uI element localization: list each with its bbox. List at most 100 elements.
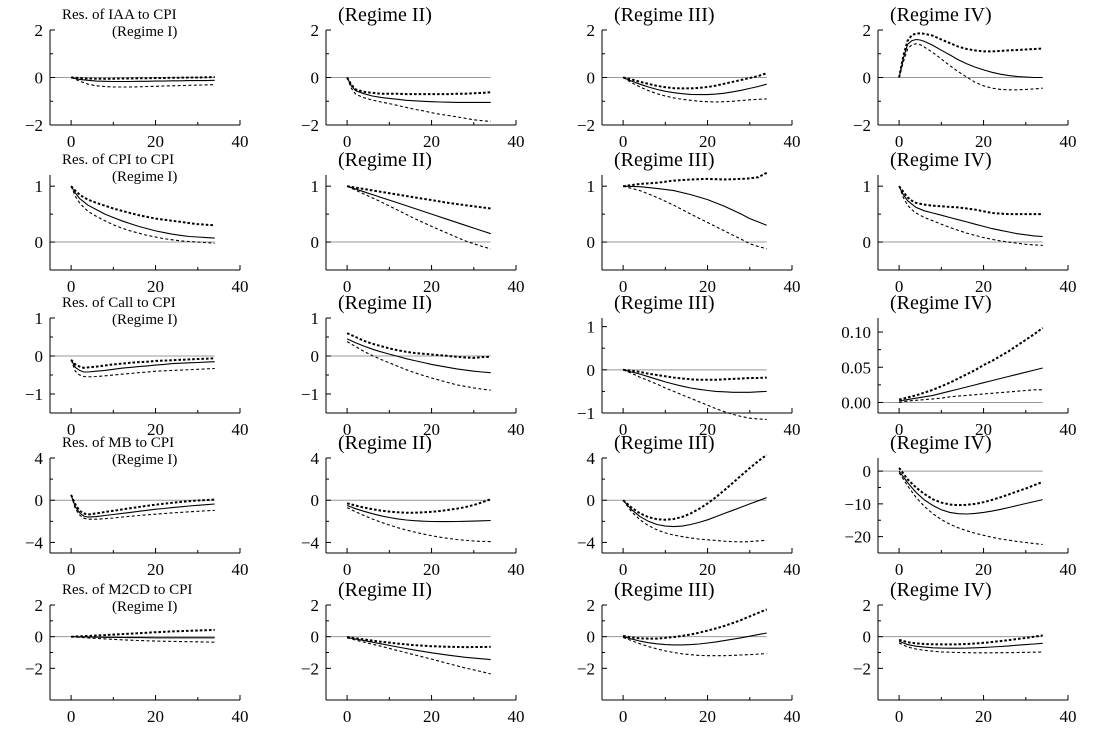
upper-band-line: [898, 467, 1044, 507]
panel-subtitle: (Regime I): [112, 312, 177, 328]
y-tick-label: 0.05: [841, 358, 871, 377]
x-tick-label: 0: [895, 132, 904, 151]
y-tick-label: 2: [35, 596, 44, 615]
irf-panel: 20−20 20 40(Regime III): [577, 579, 801, 726]
irf-panel: 0.10 0.05 0.00 0 20 40 (Regime IV): [841, 292, 1076, 439]
lower-band-line: [899, 389, 1043, 403]
y-tick-label: 0: [587, 69, 596, 88]
x-tick-label: 20: [423, 277, 440, 296]
irf-panel: 0 −10 −20 0 20 40 (Regime IV): [844, 432, 1076, 579]
lower-band-line: [70, 359, 215, 378]
x-tick-label: 20: [423, 560, 440, 579]
x-tick-label: 40: [508, 420, 525, 439]
y-tick-label: 0: [863, 628, 872, 647]
x-tick-label: 40: [232, 560, 249, 579]
irf-panel: 1 0 0 20 40 Res. of CPI to CPI(Regime I): [35, 152, 249, 296]
point-estimate-line: [347, 636, 491, 661]
y-tick-label: 0.00: [841, 393, 871, 412]
x-tick-label: 0: [619, 277, 628, 296]
x-tick-label: 40: [508, 707, 525, 726]
point-estimate-line: [70, 494, 215, 518]
y-tick-label: 0: [311, 491, 320, 510]
y-tick-label: 4: [311, 449, 320, 468]
panel-title: (Regime II): [338, 149, 432, 171]
x-tick-label: 0: [343, 420, 352, 439]
panel-title: (Regime II): [338, 4, 432, 26]
irf-panel: 1 0 −1 0 20 40 (Regime II): [301, 292, 525, 439]
upper-band-line: [898, 327, 1044, 401]
x-tick-label: 20: [423, 132, 440, 151]
y-tick-label: 1: [863, 177, 872, 196]
upper-band-line: [622, 171, 768, 188]
x-tick-label: 20: [699, 420, 716, 439]
panel-title: Res. of CPI to CPI: [62, 152, 174, 168]
x-tick-label: 0: [67, 560, 76, 579]
panel-subtitle: (Regime I): [112, 24, 177, 40]
y-tick-label: 0: [587, 491, 596, 510]
irf-panel: 40−40 20 40(Regime II): [301, 432, 525, 579]
y-tick-label: 2: [311, 596, 320, 615]
y-tick-label: −1: [577, 404, 595, 423]
x-tick-label: 40: [1060, 277, 1077, 296]
x-tick-label: 20: [147, 707, 164, 726]
point-estimate-line: [70, 359, 215, 373]
lower-band-line: [898, 43, 1043, 91]
point-estimate-line: [346, 77, 491, 103]
point-estimate-line: [70, 185, 215, 239]
panel-title: (Regime II): [338, 579, 432, 601]
x-tick-label: 40: [508, 560, 525, 579]
point-estimate-line: [346, 185, 491, 235]
y-tick-label: 0: [863, 462, 872, 481]
y-tick-label: −2: [25, 659, 43, 678]
x-tick-label: 40: [1060, 560, 1077, 579]
panel-subtitle: (Regime I): [112, 169, 177, 185]
y-tick-label: 0: [311, 69, 320, 88]
y-tick-label: −4: [577, 533, 596, 552]
lower-band-line: [346, 185, 491, 250]
y-tick-label: 1: [311, 177, 320, 196]
x-tick-label: 0: [619, 420, 628, 439]
x-tick-label: 20: [975, 560, 992, 579]
panel-subtitle: (Regime I): [112, 599, 177, 615]
y-tick-label: 0.10: [841, 323, 871, 342]
upper-band-line: [346, 498, 492, 514]
lower-band-line: [622, 636, 767, 657]
upper-band-line: [346, 185, 491, 210]
y-tick-label: 2: [587, 21, 596, 40]
irf-panel: 1 0 −1 0 20 40 (Regime III): [577, 292, 801, 439]
point-estimate-line: [898, 470, 1043, 515]
y-tick-label: −1: [301, 385, 319, 404]
irf-panel: 20−20 20 40(Regime IV): [853, 579, 1077, 726]
upper-band-line: [622, 368, 767, 381]
irf-panel: 20−20 20 40(Regime II): [301, 4, 525, 151]
y-tick-label: 0: [35, 347, 44, 366]
x-tick-label: 20: [699, 560, 716, 579]
point-estimate-line: [898, 185, 1043, 238]
panel-title: (Regime III): [614, 432, 715, 454]
point-estimate-line: [70, 76, 215, 83]
upper-band-line: [898, 185, 1043, 216]
x-tick-label: 0: [343, 277, 352, 296]
x-tick-label: 40: [784, 420, 801, 439]
x-tick-label: 20: [147, 420, 164, 439]
y-tick-label: 2: [35, 21, 44, 40]
y-tick-label: −2: [301, 116, 319, 135]
panel-title: (Regime II): [338, 432, 432, 454]
panel-title: (Regime II): [338, 292, 432, 314]
x-tick-label: 0: [619, 132, 628, 151]
lower-band-line: [898, 642, 1043, 654]
panel-title: (Regime IV): [890, 579, 992, 601]
x-tick-label: 0: [67, 277, 76, 296]
lower-band-line: [346, 341, 491, 391]
y-tick-label: 0: [863, 233, 872, 252]
y-tick-label: 1: [587, 318, 596, 337]
y-tick-label: 0: [35, 69, 44, 88]
panel-title: Res. of IAA to CPI: [62, 7, 177, 23]
y-tick-label: 1: [35, 177, 44, 196]
y-tick-label: 0: [35, 491, 44, 510]
point-estimate-line: [71, 636, 215, 639]
y-tick-label: 0: [311, 233, 320, 252]
x-tick-label: 20: [147, 132, 164, 151]
